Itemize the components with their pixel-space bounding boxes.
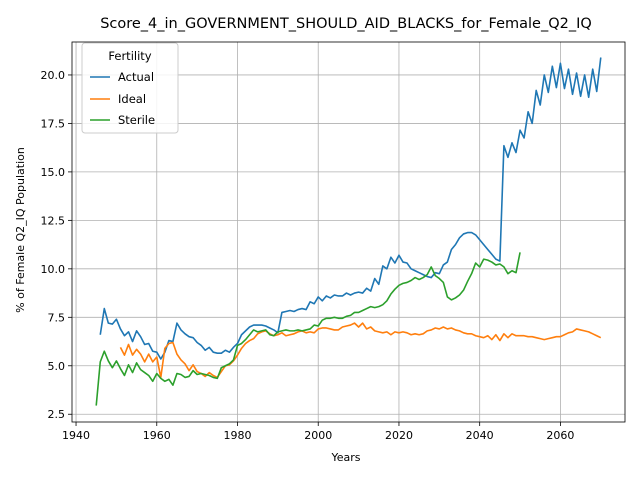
x-tick-label: 1940 [62,429,90,442]
legend-label-sterile: Sterile [118,113,155,127]
y-tick-label: 17.5 [41,117,66,130]
y-tick-label: 20.0 [41,69,66,82]
y-tick-label: 5.0 [48,360,66,373]
legend-label-ideal: Ideal [118,92,146,106]
legend-title: Fertility [108,49,151,63]
y-tick-label: 7.5 [48,311,66,324]
chart-title: Score_4_in_GOVERNMENT_SHOULD_AID_BLACKS_… [100,16,592,32]
series-line-sterile [96,252,520,405]
x-tick-label: 2060 [546,429,574,442]
x-tick-label: 1960 [143,429,171,442]
y-tick-label: 12.5 [41,214,66,227]
series-line-ideal [120,323,600,377]
y-axis-label: % of Female Q2_IQ Population [14,147,27,313]
legend-label-actual: Actual [118,70,154,84]
x-tick-label: 2020 [385,429,413,442]
y-tick-label: 15.0 [41,166,66,179]
x-tick-label: 1980 [223,429,251,442]
x-axis-label: Years [330,451,360,464]
y-tick-label: 10.0 [41,263,66,276]
x-tick-label: 2000 [304,429,332,442]
y-tick-label: 2.5 [48,408,66,421]
x-tick-label: 2040 [466,429,494,442]
legend: Fertility Actual Ideal Sterile [82,43,178,133]
